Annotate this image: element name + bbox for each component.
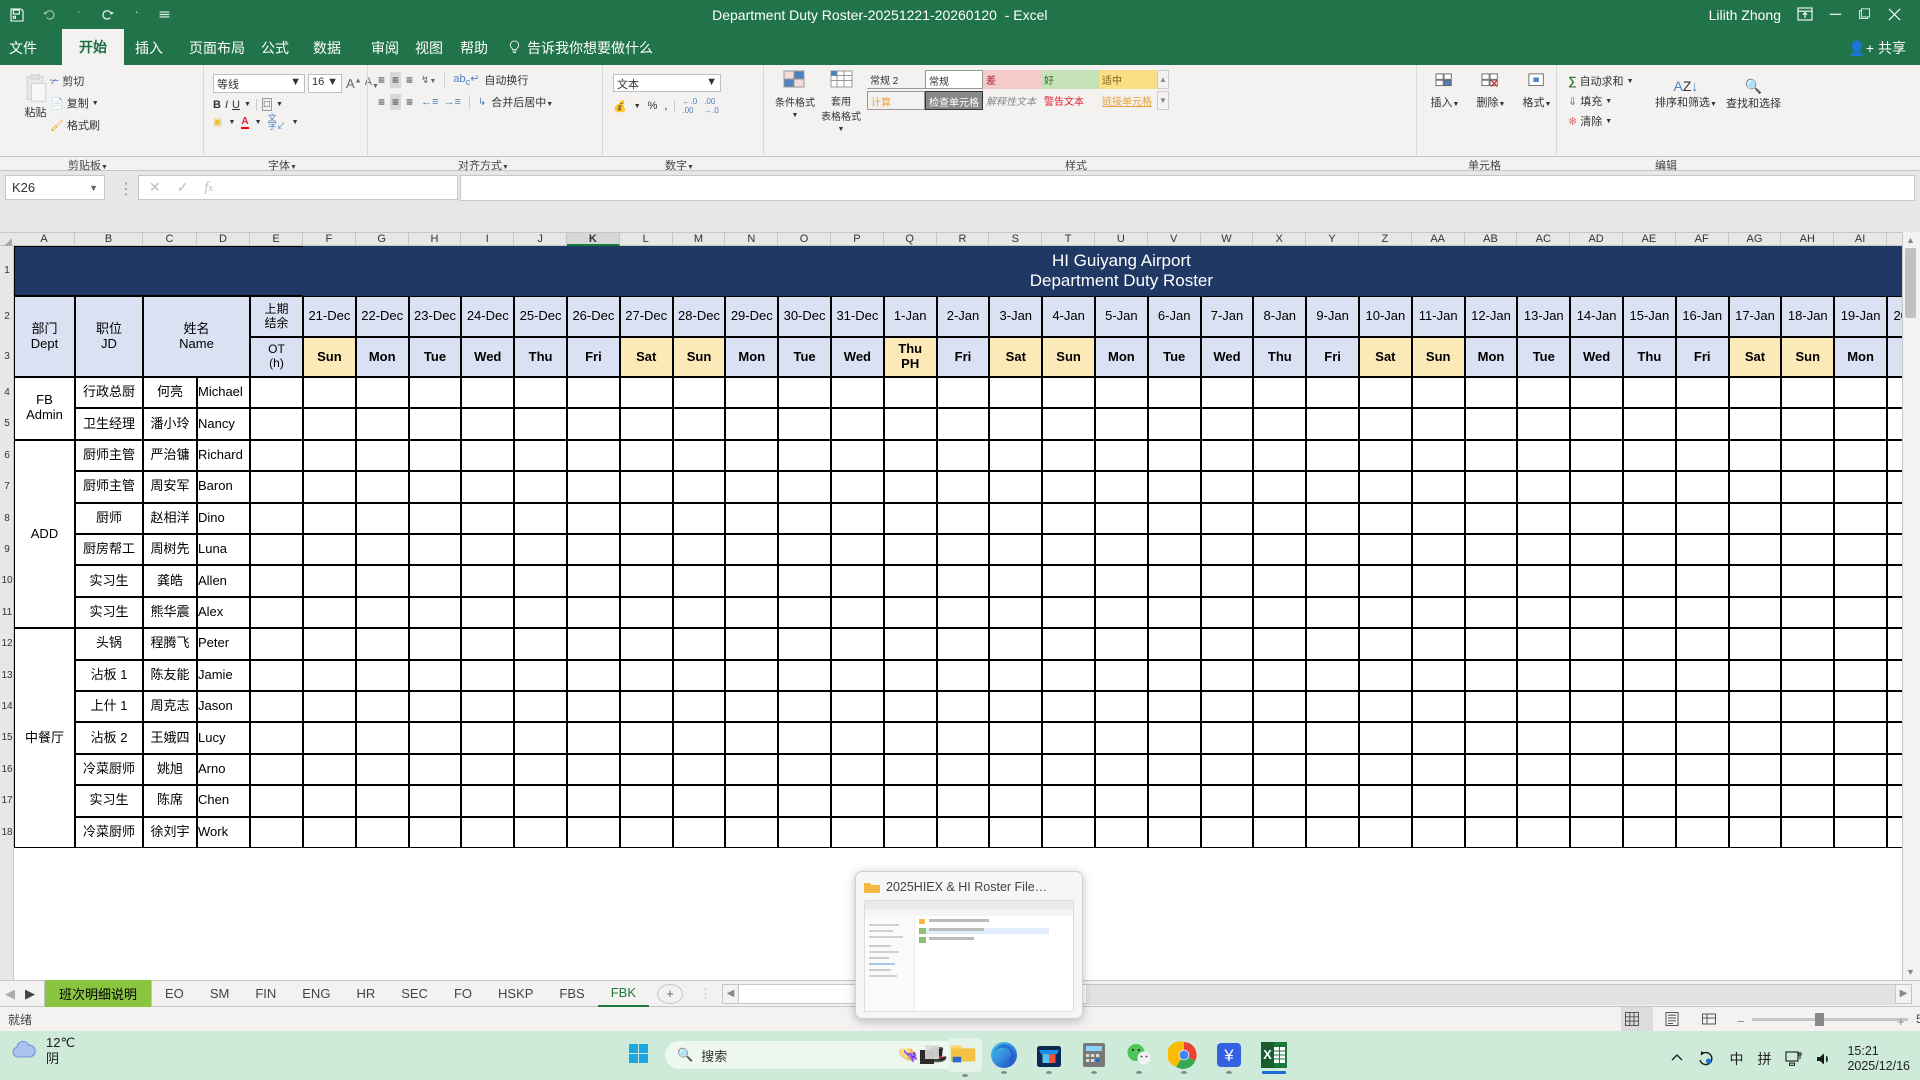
svg-text:X: X — [1263, 1047, 1272, 1062]
svg-text:¥: ¥ — [1223, 1046, 1234, 1065]
